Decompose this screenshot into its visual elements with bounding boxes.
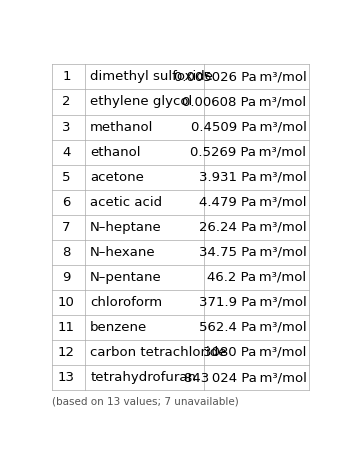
Text: N–pentane: N–pentane [90,271,162,284]
Text: N–heptane: N–heptane [90,221,162,234]
Text: 12: 12 [58,346,75,359]
Text: 11: 11 [58,321,75,334]
Text: acetic acid: acetic acid [90,196,162,209]
Text: dimethyl sulfoxide: dimethyl sulfoxide [90,71,213,83]
Text: 0.4509 Pa m³/mol: 0.4509 Pa m³/mol [191,121,307,133]
Text: 4.479 Pa m³/mol: 4.479 Pa m³/mol [199,196,307,209]
Text: 34.75 Pa m³/mol: 34.75 Pa m³/mol [199,246,307,259]
Text: methanol: methanol [90,121,153,133]
Text: 3: 3 [62,121,71,133]
Text: 843 024 Pa m³/mol: 843 024 Pa m³/mol [184,371,307,384]
Text: benzene: benzene [90,321,148,334]
Text: 9: 9 [62,271,71,284]
Text: 5: 5 [62,171,71,184]
Text: 10: 10 [58,296,75,309]
Text: 2: 2 [62,96,71,108]
Text: 7: 7 [62,221,71,234]
Text: 371.9 Pa m³/mol: 371.9 Pa m³/mol [199,296,307,309]
Text: 3.931 Pa m³/mol: 3.931 Pa m³/mol [199,171,307,184]
Text: 46.2 Pa m³/mol: 46.2 Pa m³/mol [207,271,307,284]
Text: 0.5269 Pa m³/mol: 0.5269 Pa m³/mol [190,146,307,159]
Text: 26.24 Pa m³/mol: 26.24 Pa m³/mol [199,221,307,234]
Text: 3080 Pa m³/mol: 3080 Pa m³/mol [203,346,307,359]
Text: 6: 6 [62,196,71,209]
Text: 4: 4 [62,146,71,159]
Text: ethanol: ethanol [90,146,141,159]
Text: N–hexane: N–hexane [90,246,156,259]
Text: (based on 13 values; 7 unavailable): (based on 13 values; 7 unavailable) [52,396,238,406]
Text: 0.00608 Pa m³/mol: 0.00608 Pa m³/mol [182,96,307,108]
Text: 13: 13 [58,371,75,384]
Text: carbon tetrachloride: carbon tetrachloride [90,346,227,359]
Text: 0.005026 Pa m³/mol: 0.005026 Pa m³/mol [174,71,307,83]
Text: chloroform: chloroform [90,296,162,309]
Text: acetone: acetone [90,171,144,184]
Text: 1: 1 [62,71,71,83]
Text: 562.4 Pa m³/mol: 562.4 Pa m³/mol [199,321,307,334]
Text: ethylene glycol: ethylene glycol [90,96,192,108]
Text: tetrahydrofuran: tetrahydrofuran [90,371,196,384]
Text: 8: 8 [62,246,71,259]
